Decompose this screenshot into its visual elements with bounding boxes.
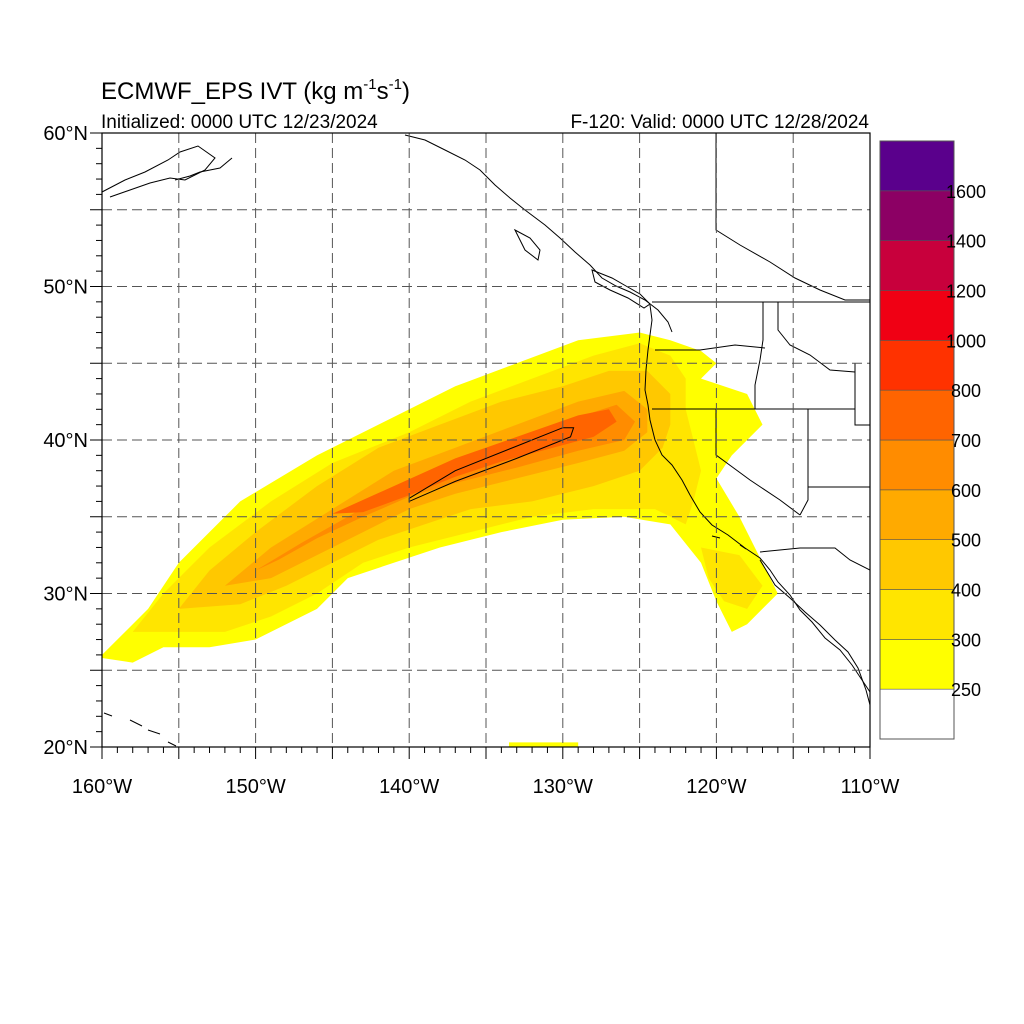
colorbar-label: 700 <box>951 431 981 451</box>
baja-coast <box>759 559 870 706</box>
pacific-nw-coast <box>644 304 870 693</box>
ivt-region-250-300-1 <box>509 742 579 747</box>
idaho-montana-border <box>777 302 856 373</box>
x-tick-label: 130°W <box>533 776 593 798</box>
colorbar-box <box>879 688 955 740</box>
map-gridlines <box>102 133 870 747</box>
y-axis-ticks: 20°N 30°N 40°N 50°N 60°N <box>43 123 102 759</box>
colorbar: 250 300 400 500 600 700 800 1000 1200 1400 1600 <box>879 140 986 740</box>
colorbar-box <box>879 240 955 291</box>
alaska-peninsula-coast <box>174 157 233 181</box>
colorbar-label: 1400 <box>946 232 986 252</box>
ivt-shading <box>102 332 778 747</box>
colorbar-box <box>879 340 955 391</box>
x-tick-label: 120°W <box>686 776 746 798</box>
y-tick-label: 40°N <box>43 430 88 452</box>
chart-title: ECMWF_EPS IVT (kg m-1s-1) <box>101 76 410 105</box>
title-sup1: -1 <box>363 76 376 93</box>
y-tick-label: 60°N <box>43 123 88 145</box>
x-tick-label: 140°W <box>379 776 439 798</box>
colorbar-box <box>879 290 955 341</box>
colorbar-frame <box>879 140 955 740</box>
title-sup2: -1 <box>389 76 402 93</box>
colorbar-box <box>879 439 955 491</box>
ivt-contours <box>408 427 575 503</box>
colorbar-label: 1600 <box>946 182 986 202</box>
colorbar-label: 1200 <box>946 282 986 302</box>
mexico-border <box>759 547 870 571</box>
alaska-coast <box>102 145 216 198</box>
coastlines-and-borders <box>102 133 870 747</box>
idaho-border <box>754 302 764 409</box>
colorbar-box <box>879 190 955 241</box>
colorbar-box <box>879 389 955 441</box>
x-axis-ticks: 160°W 150°W 140°W 130°W 120°W 110°W <box>72 747 900 798</box>
colorbar-label: 500 <box>951 531 981 551</box>
y-tick-label: 50°N <box>43 277 88 299</box>
ivt-contour-800 <box>408 427 575 503</box>
colorbar-box <box>879 489 955 540</box>
title-main: ECMWF_EPS IVT (kg m <box>101 78 363 105</box>
y-tick-label: 20°N <box>43 737 88 759</box>
colorbar-label: 300 <box>951 630 981 650</box>
subtitle-initialized: Initialized: 0000 UTC 12/23/2024 <box>101 112 378 133</box>
nv-az-border <box>799 409 809 516</box>
colorbar-label: 600 <box>951 481 981 501</box>
title-end: ) <box>402 78 410 105</box>
colorbar-label: 400 <box>951 581 981 601</box>
wyoming-border <box>854 363 870 426</box>
x-tick-label: 110°W <box>841 776 900 798</box>
y-tick-label: 30°N <box>43 584 88 606</box>
canada-interior <box>715 133 870 301</box>
colorbar-box <box>879 140 955 192</box>
colorbar-box <box>879 539 955 590</box>
colorbar-label: 250 <box>951 680 981 700</box>
colorbar-label: 800 <box>951 381 981 401</box>
x-tick-label: 150°W <box>225 776 285 798</box>
ivt-region-700-800-7 <box>332 409 617 514</box>
colorbar-box <box>879 639 955 690</box>
channel-islands <box>711 535 747 550</box>
colorbar-label: 1000 <box>946 331 986 351</box>
alaska-panhandle-coast <box>404 134 673 333</box>
subtitle-valid: F-120: Valid: 0000 UTC 12/28/2024 <box>570 112 869 133</box>
title-mid: s <box>377 78 389 105</box>
x-tick-label: 160°W <box>72 776 132 798</box>
wa-or-border <box>655 344 766 351</box>
colorbar-box <box>879 589 955 640</box>
hawaii-islands <box>103 712 177 747</box>
